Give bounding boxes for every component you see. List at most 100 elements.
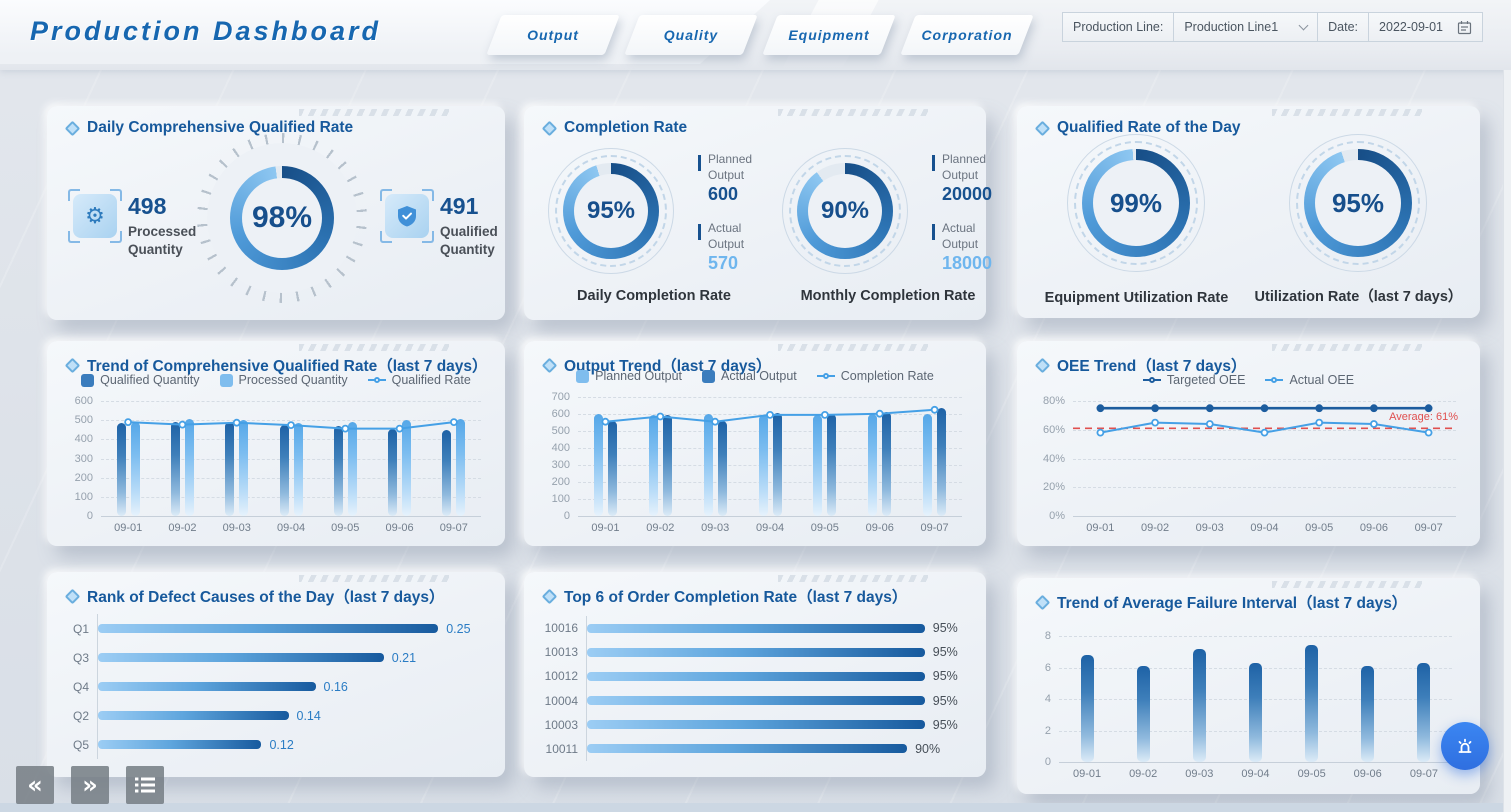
alarm-button[interactable] bbox=[1441, 722, 1489, 770]
grid-line bbox=[1073, 458, 1456, 460]
gauge-outer-ring bbox=[548, 148, 674, 274]
category-label: 10004 bbox=[544, 693, 578, 708]
x-axis-label: 09-01 bbox=[1086, 522, 1115, 534]
legend-item[interactable]: Planned Output bbox=[576, 369, 682, 383]
qualified-quantity-label: Qualified Quantity bbox=[440, 224, 498, 258]
bar bbox=[333, 426, 343, 516]
gauge-dashed-ring bbox=[555, 155, 667, 267]
grid-line bbox=[101, 477, 481, 479]
panel-title: Trend of Comprehensive Qualified Rate（la… bbox=[87, 358, 488, 375]
legend-bar-swatch bbox=[219, 373, 233, 387]
calendar-icon bbox=[1457, 20, 1472, 35]
bar bbox=[593, 414, 603, 516]
x-axis-label: 09-04 bbox=[276, 522, 306, 534]
qualified-quantity-stat: 491 Qualified Quantity bbox=[380, 189, 518, 260]
legend-item[interactable]: Targeted OEE bbox=[1142, 373, 1245, 387]
bar bbox=[98, 653, 384, 662]
y-axis-label: 6 bbox=[1044, 661, 1051, 674]
date-label: Date: bbox=[1317, 12, 1370, 42]
bar bbox=[587, 623, 925, 633]
panel-decoration bbox=[778, 109, 929, 116]
processed-quantity-label: Processed Quantity bbox=[128, 224, 197, 258]
x-axis-label: 09-01 bbox=[114, 522, 143, 534]
legend-item[interactable]: Processed Quantity bbox=[219, 373, 348, 387]
actual-output-value: 18000 bbox=[942, 253, 993, 274]
value-label: 0.14 bbox=[296, 708, 321, 723]
legend-line-swatch bbox=[1265, 377, 1284, 383]
tab-corporation-label: Corporation bbox=[921, 27, 1013, 43]
bar bbox=[98, 711, 289, 720]
x-axis-label: 09-03 bbox=[222, 522, 251, 534]
x-axis-label: 09-03 bbox=[1195, 522, 1224, 534]
bar-track: 95% bbox=[586, 688, 964, 713]
category-label: 10012 bbox=[544, 669, 578, 684]
gauge-dashed-ring bbox=[1074, 141, 1198, 265]
next-page-button[interactable]: » bbox=[71, 766, 109, 804]
grid-line bbox=[1059, 762, 1452, 763]
tab-corporation[interactable]: Corporation bbox=[900, 15, 1034, 55]
bar bbox=[772, 413, 782, 516]
y-axis-label: 300 bbox=[74, 452, 93, 465]
value-label: 95% bbox=[932, 693, 958, 708]
bar bbox=[1361, 665, 1375, 762]
legend-item[interactable]: Completion Rate bbox=[816, 369, 934, 383]
tab-quality-label: Quality bbox=[663, 27, 719, 43]
x-axis-label: 09-02 bbox=[646, 522, 675, 534]
diamond-icon bbox=[1034, 357, 1051, 373]
list-menu-button[interactable] bbox=[126, 766, 164, 804]
y-axis-label: 4 bbox=[1044, 693, 1051, 705]
gauge-ring: 99% bbox=[1082, 149, 1190, 257]
siren-icon bbox=[1458, 738, 1472, 753]
processed-quantity-value: 498 bbox=[128, 193, 167, 219]
bar bbox=[347, 421, 357, 516]
x-axis-label: 09-07 bbox=[1409, 768, 1438, 780]
tab-output[interactable]: Output bbox=[486, 15, 620, 55]
y-axis-label: 500 bbox=[74, 414, 93, 427]
bar bbox=[587, 696, 925, 706]
tab-quality[interactable]: Quality bbox=[624, 15, 758, 55]
x-axis-label: 09-01 bbox=[591, 522, 620, 534]
planned-output-label: Planned Output bbox=[942, 152, 987, 182]
previous-page-button[interactable]: « bbox=[16, 766, 54, 804]
bar-track: 0.16 bbox=[97, 672, 479, 701]
oee-trend-chart: 0% 20% 40% 60% 80% 09-01 09-02 09-03 09-04 09-05 0… bbox=[1029, 393, 1470, 540]
order-completion-chart: 10016 95% 10013 95% 10012 95% 10004 95% 10003 95%… bbox=[544, 616, 964, 762]
production-line-select[interactable]: Production Line1 bbox=[1173, 12, 1319, 42]
date-picker[interactable]: 2022-09-01 bbox=[1368, 12, 1483, 42]
value-label: 95% bbox=[932, 621, 958, 636]
tab-equipment[interactable]: Equipment bbox=[762, 15, 896, 55]
legend-bar-swatch bbox=[576, 369, 590, 383]
scrollbar[interactable] bbox=[1503, 70, 1511, 812]
legend-item[interactable]: Qualified Rate bbox=[367, 373, 471, 387]
bar bbox=[813, 414, 823, 516]
gauge-value: 98% bbox=[251, 201, 313, 234]
diamond-icon bbox=[541, 588, 558, 604]
legend-item[interactable]: Actual OEE bbox=[1265, 373, 1354, 387]
shield-check-icon bbox=[380, 189, 434, 243]
grid-line bbox=[578, 448, 962, 449]
bar-row: 10004 95% bbox=[544, 688, 964, 713]
panel-failure-interval: Trend of Average Failure Interval（last 7… bbox=[1017, 578, 1480, 794]
category-label: Q2 bbox=[72, 708, 89, 723]
page-title: Production Dashboard bbox=[30, 16, 382, 46]
bar bbox=[98, 682, 316, 691]
bar bbox=[225, 422, 235, 516]
bar bbox=[758, 415, 768, 516]
bar bbox=[717, 420, 727, 516]
category-label: Q3 bbox=[72, 650, 89, 665]
bar bbox=[827, 413, 837, 516]
bar bbox=[587, 744, 908, 754]
legend-item[interactable]: Qualified Quantity bbox=[81, 373, 200, 387]
legend-item[interactable]: Actual Output bbox=[702, 369, 797, 383]
bar-row: Q3 0.21 bbox=[67, 643, 479, 672]
bar bbox=[116, 423, 126, 516]
bar-row: 10011 90% bbox=[544, 736, 964, 762]
bar bbox=[937, 408, 947, 516]
y-axis-label: 200 bbox=[74, 471, 93, 484]
line-layer bbox=[601, 405, 939, 426]
x-axis-label: 09-05 bbox=[331, 522, 360, 534]
value-label: 90% bbox=[915, 741, 941, 756]
gauge-outer-ring bbox=[1067, 134, 1205, 272]
category-label: 10016 bbox=[544, 621, 578, 636]
bar bbox=[130, 421, 140, 516]
